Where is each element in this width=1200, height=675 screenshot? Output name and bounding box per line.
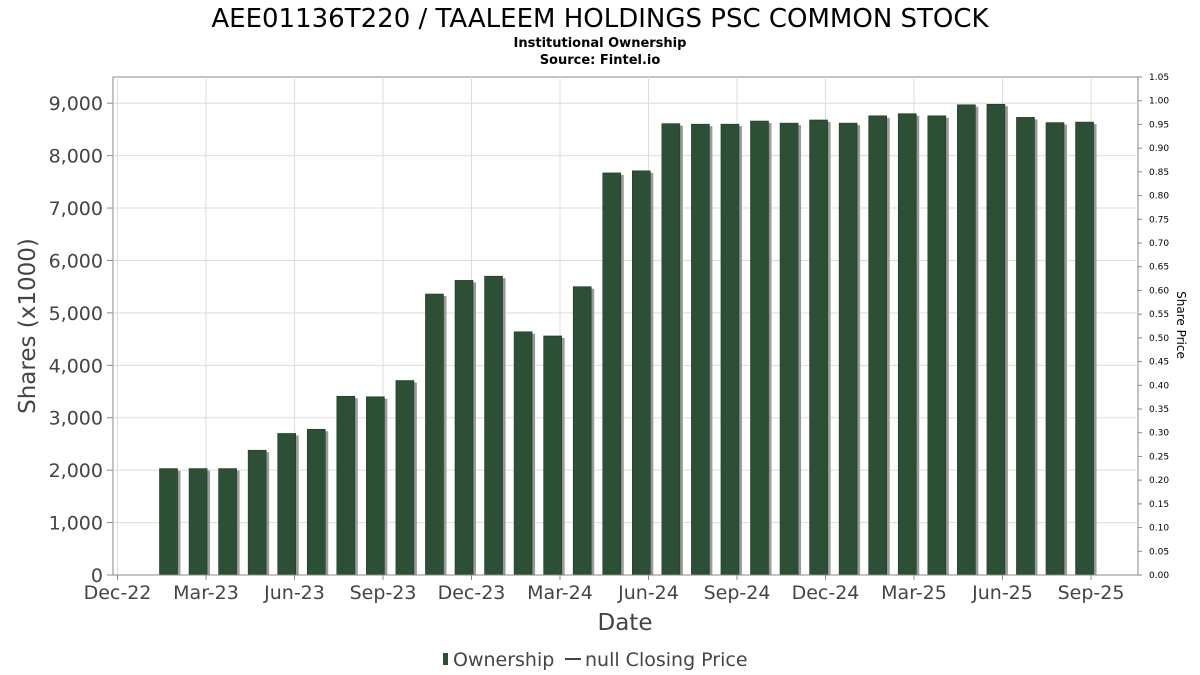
y2-tick-label: 0.90 — [1149, 144, 1169, 154]
y2-tick-label: 0.05 — [1149, 547, 1169, 557]
y2-axis-label: Share Price — [1174, 291, 1188, 359]
x-axis-ticks: Dec-22 Mar-23 Jun-23 Sep-23 Dec-23 Mar-24 Jun-… — [84, 574, 1138, 604]
y2-tick-label: 0.75 — [1149, 215, 1169, 225]
y2-tick-label: 0.50 — [1149, 334, 1169, 344]
ownership-bar — [631, 170, 651, 576]
x-tick-label: Jun-25 — [971, 582, 1033, 604]
ownership-bar — [927, 115, 947, 576]
y2-tick-label: 0.60 — [1149, 286, 1169, 296]
ownership-bar — [897, 113, 917, 576]
y-tick-label: 7,000 — [49, 198, 103, 220]
ownership-bar — [454, 280, 474, 576]
ownership-bar — [395, 380, 415, 576]
y2-tick-label: 0.30 — [1149, 429, 1169, 439]
y2-tick-label: 0.85 — [1149, 168, 1169, 178]
x-tick-label: Sep-23 — [350, 582, 417, 604]
ownership-bar — [720, 123, 740, 576]
x-tick-label: Jun-23 — [263, 582, 325, 604]
ownership-bar — [661, 123, 681, 576]
y2-tick-label: 0.65 — [1149, 263, 1169, 273]
ownership-bar — [986, 103, 1006, 576]
ownership-bar — [247, 449, 267, 576]
y2-tick-label: 1.00 — [1149, 97, 1169, 107]
y-tick-label: 5,000 — [49, 303, 103, 325]
ownership-bar — [1016, 117, 1035, 576]
ownership-bar — [543, 335, 562, 576]
ownership-bar — [1045, 122, 1065, 576]
y2-tick-label: 1.05 — [1149, 73, 1169, 83]
y2-axis-ticks: 0.00 0.05 0.10 0.15 0.20 0.25 0.30 0.35 0.40 0.45… — [1138, 73, 1169, 581]
y-tick-label: 2,000 — [49, 460, 103, 482]
ownership-bar — [957, 104, 976, 576]
chart-subtitle-1: Institutional Ownership — [514, 36, 687, 51]
y-tick-label: 9,000 — [49, 93, 103, 115]
ownership-bar — [513, 331, 533, 576]
x-tick-label: Dec-22 — [84, 582, 152, 604]
y2-tick-label: 0.35 — [1149, 405, 1169, 415]
ownership-bar — [484, 275, 503, 576]
x-tick-label: Dec-23 — [438, 582, 506, 604]
y-axis-label: Shares (x1000) — [15, 238, 41, 414]
x-tick-label: Jun-24 — [617, 582, 679, 604]
ownership-bar — [366, 396, 385, 576]
y2-tick-label: 0.55 — [1149, 310, 1169, 320]
ownership-bar — [159, 468, 178, 576]
ownership-bar — [1075, 121, 1094, 576]
legend: Ownership null Closing Price — [443, 649, 748, 671]
y2-tick-label: 0.40 — [1149, 381, 1169, 391]
y2-tick-label: 0.80 — [1149, 192, 1169, 202]
ownership-bar — [188, 468, 208, 576]
y2-tick-label: 0.70 — [1149, 239, 1169, 249]
legend-ownership-label: Ownership — [453, 649, 554, 671]
x-tick-label: Sep-24 — [704, 582, 771, 604]
ownership-bar — [277, 433, 297, 576]
ownership-bar — [868, 115, 888, 576]
ownership-bar — [809, 119, 828, 576]
chart-subtitle-2: Source: Fintel.io — [540, 53, 661, 68]
ownership-bar — [838, 122, 858, 576]
y2-tick-label: 0.25 — [1149, 452, 1169, 462]
ownership-bar — [750, 120, 769, 576]
ownership-bar — [425, 293, 444, 576]
ownership-bar — [218, 468, 237, 576]
y2-tick-label: 0.15 — [1149, 500, 1169, 510]
chart-title: AEE01136T220 / TAALEEM HOLDINGS PSC COMM… — [211, 4, 989, 34]
x-tick-label: Dec-24 — [792, 582, 860, 604]
y-tick-label: 6,000 — [49, 250, 103, 272]
ownership-bar — [779, 122, 799, 576]
ownership-bar — [306, 428, 326, 576]
x-tick-label: Mar-25 — [881, 582, 947, 604]
y2-tick-label: 0.20 — [1149, 476, 1169, 486]
y-tick-label: 3,000 — [49, 408, 103, 430]
ownership-bar — [572, 286, 592, 576]
y-tick-label: 8,000 — [49, 146, 103, 168]
x-tick-label: Sep-25 — [1058, 582, 1125, 604]
legend-price-label: null Closing Price — [585, 649, 748, 671]
y-tick-label: 4,000 — [49, 355, 103, 377]
x-tick-label: Mar-23 — [173, 582, 239, 604]
y-tick-label: 1,000 — [49, 513, 103, 535]
x-axis-label: Date — [598, 610, 653, 636]
ownership-bar — [336, 395, 356, 576]
x-tick-label: Mar-24 — [527, 582, 593, 604]
y-tick-label: 0 — [91, 565, 103, 587]
bars — [159, 103, 1097, 576]
ownership-bar — [691, 123, 710, 576]
y2-tick-label: 0.00 — [1149, 571, 1169, 581]
y2-tick-label: 0.95 — [1149, 120, 1169, 130]
y2-tick-label: 0.45 — [1149, 358, 1169, 368]
legend-ownership-swatch — [443, 653, 448, 665]
ownership-bar — [602, 172, 622, 576]
y-axis-ticks: 0 1,000 2,000 3,000 4,000 5,000 6,000 7,000 8,00… — [49, 93, 113, 587]
y2-tick-label: 0.10 — [1149, 524, 1169, 534]
